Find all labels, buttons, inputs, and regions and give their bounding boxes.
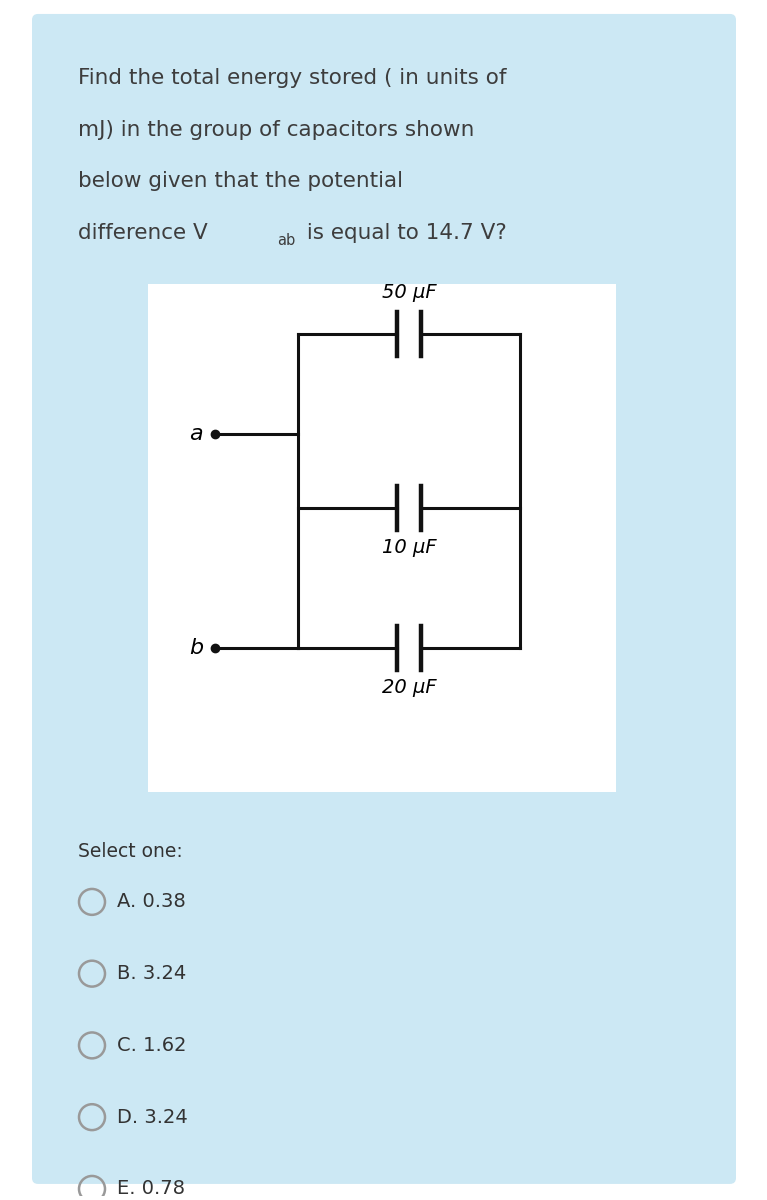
Text: C. 1.62: C. 1.62 [117, 1036, 186, 1055]
Bar [148, 284, 616, 792]
Text: 20 μF: 20 μF [382, 678, 436, 697]
Text: difference V: difference V [78, 223, 208, 244]
Text: Find the total energy stored ( in units of: Find the total energy stored ( in units … [78, 67, 506, 88]
Text: 10 μF: 10 μF [382, 538, 436, 557]
Text: D. 3.24: D. 3.24 [117, 1108, 188, 1127]
FancyBboxPatch shape [32, 14, 736, 1184]
Text: below given that the potential: below given that the potential [78, 172, 403, 192]
Text: is equal to 14.7 V?: is equal to 14.7 V? [300, 223, 507, 244]
Text: 50 μF: 50 μF [382, 283, 436, 302]
Text: ab: ab [277, 233, 295, 248]
Text: b: b [189, 637, 203, 658]
Text: Select one:: Select one: [78, 842, 183, 862]
Text: a: a [189, 424, 203, 444]
Text: mJ) in the group of capacitors shown: mJ) in the group of capacitors shown [78, 120, 474, 139]
Text: A. 0.38: A. 0.38 [117, 893, 186, 912]
Text: E. 0.78: E. 0.78 [117, 1180, 185, 1199]
Text: B. 3.24: B. 3.24 [117, 964, 186, 983]
